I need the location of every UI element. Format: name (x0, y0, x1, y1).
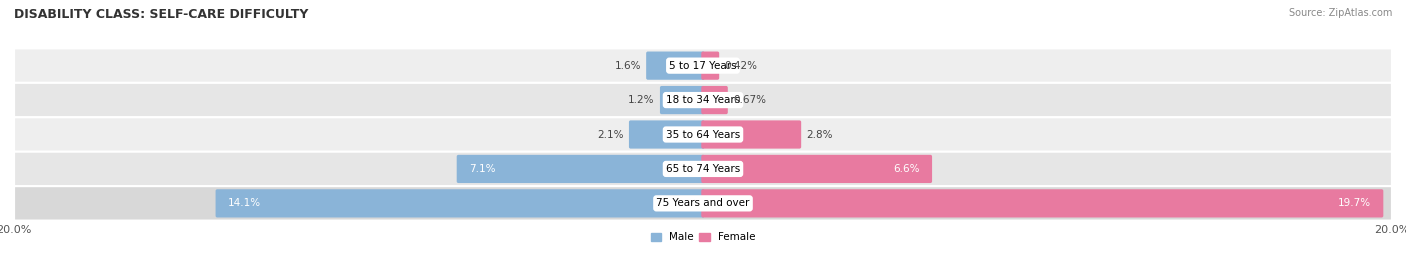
Text: Source: ZipAtlas.com: Source: ZipAtlas.com (1288, 8, 1392, 18)
FancyBboxPatch shape (702, 86, 728, 114)
FancyBboxPatch shape (457, 155, 704, 183)
Text: 18 to 34 Years: 18 to 34 Years (666, 95, 740, 105)
Text: 5 to 17 Years: 5 to 17 Years (669, 61, 737, 71)
FancyBboxPatch shape (628, 121, 704, 148)
Text: 0.67%: 0.67% (733, 95, 766, 105)
Text: 65 to 74 Years: 65 to 74 Years (666, 164, 740, 174)
Text: 1.6%: 1.6% (614, 61, 641, 71)
Text: 7.1%: 7.1% (468, 164, 495, 174)
Text: 75 Years and over: 75 Years and over (657, 198, 749, 208)
FancyBboxPatch shape (647, 52, 704, 80)
Text: 6.6%: 6.6% (894, 164, 920, 174)
FancyBboxPatch shape (14, 83, 1392, 117)
Text: 19.7%: 19.7% (1339, 198, 1371, 208)
FancyBboxPatch shape (14, 117, 1392, 152)
Text: 2.8%: 2.8% (807, 129, 832, 140)
FancyBboxPatch shape (702, 121, 801, 148)
Text: 2.1%: 2.1% (598, 129, 624, 140)
FancyBboxPatch shape (14, 152, 1392, 186)
Text: 1.2%: 1.2% (628, 95, 655, 105)
Text: 35 to 64 Years: 35 to 64 Years (666, 129, 740, 140)
Legend: Male, Female: Male, Female (647, 228, 759, 246)
Text: 0.42%: 0.42% (724, 61, 758, 71)
Text: DISABILITY CLASS: SELF-CARE DIFFICULTY: DISABILITY CLASS: SELF-CARE DIFFICULTY (14, 8, 308, 21)
Text: 14.1%: 14.1% (228, 198, 260, 208)
FancyBboxPatch shape (14, 48, 1392, 83)
FancyBboxPatch shape (702, 52, 720, 80)
FancyBboxPatch shape (659, 86, 704, 114)
FancyBboxPatch shape (14, 186, 1392, 221)
FancyBboxPatch shape (702, 155, 932, 183)
FancyBboxPatch shape (702, 189, 1384, 217)
FancyBboxPatch shape (215, 189, 704, 217)
